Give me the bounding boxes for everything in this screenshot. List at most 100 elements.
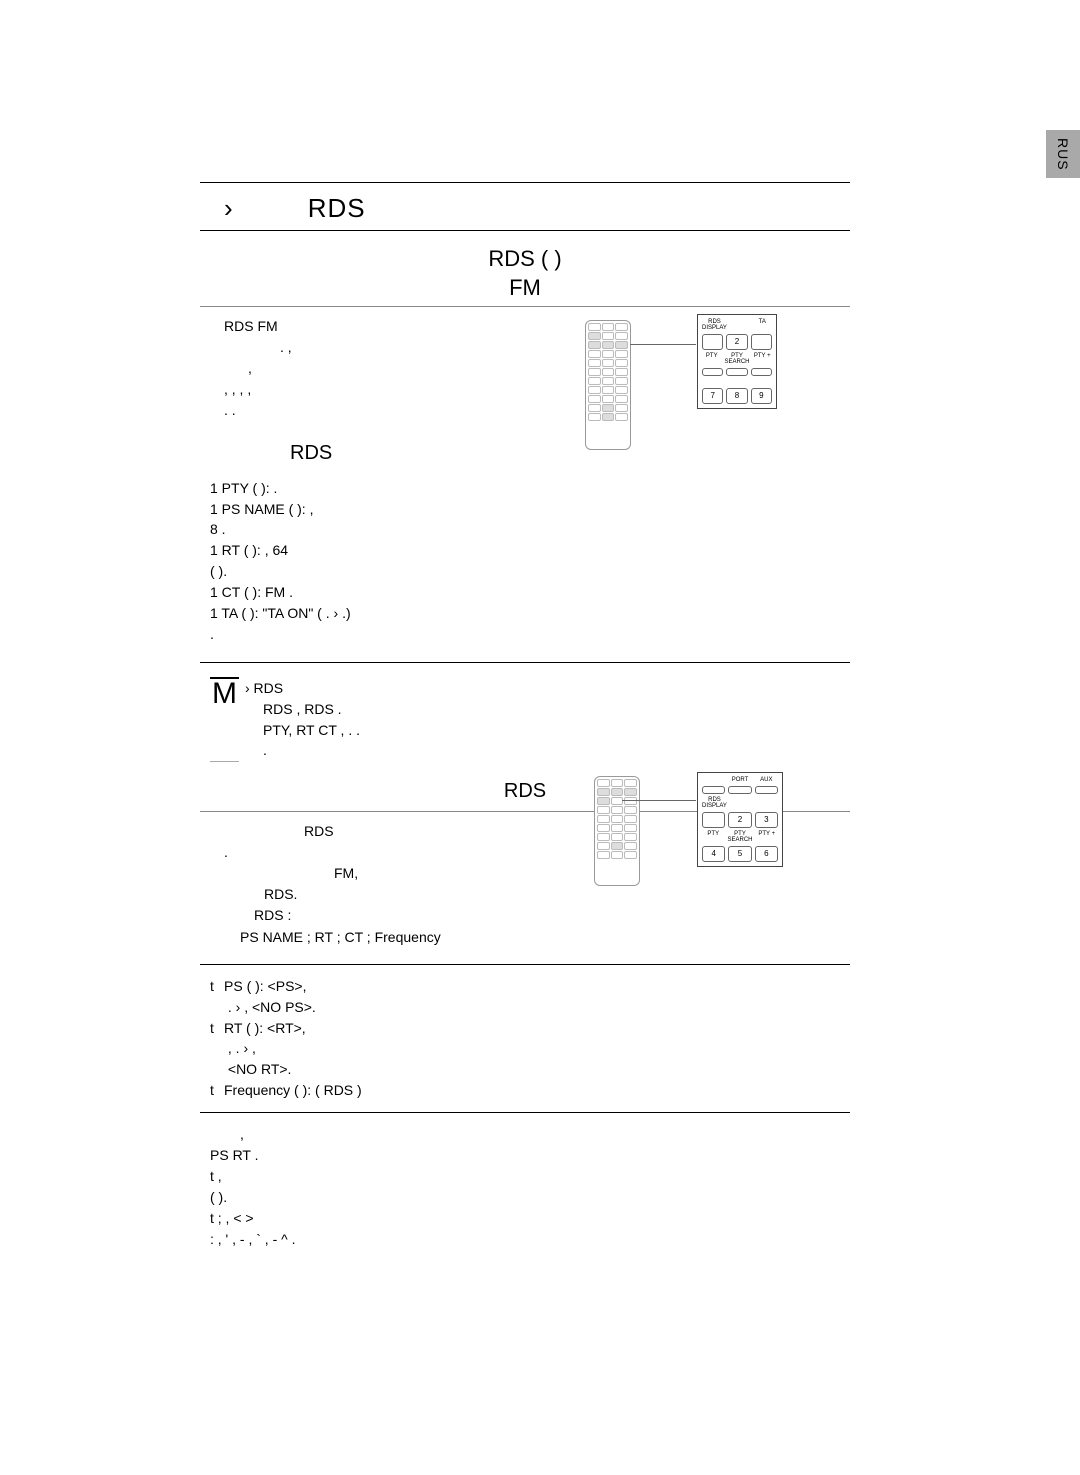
remote-btn [624,779,637,787]
co2-b1a [702,812,725,828]
s4-l3: t ; , < > [210,1209,840,1228]
co2-l1a: RDS DISPLAY [702,797,727,809]
remote-btn [602,359,615,367]
remote-btn [611,779,624,787]
remote-btn [624,824,637,832]
co1-l0b [730,319,750,331]
remote-btn [615,413,628,421]
note-l1: RDS , RDS . [245,700,840,719]
remote-illustration-1 [585,320,631,450]
rule-sec1 [200,306,850,307]
co2-b1c: 3 [755,812,778,828]
co1-l0a: RDS DISPLAY [702,319,727,331]
co2-labels-0: PORT AUX [702,777,778,783]
remote-btn [602,332,615,340]
callout-line-2 [622,800,696,801]
s3-p6: RDS : [224,906,840,925]
co1-labels-1: PTY PTY SEARCH PTY + [702,353,772,365]
remote-btn [602,350,615,358]
title-prefix: › [224,193,234,223]
section1-heading-line2: FM [200,274,850,303]
co2-b0b [728,786,751,794]
l2-0-b: t [210,977,224,996]
section2-list: 1 PTY ( ): . 1 PS NAME ( ): , [200,471,850,652]
co2-l0a [702,777,725,783]
remote-btn [611,824,624,832]
s2-i2: 8 . [210,520,840,539]
l2-3-t: , . › , [224,1040,256,1056]
l2-5-t: Frequency ( ): ( RDS ) [224,1082,362,1098]
language-tab: RUS [1046,130,1080,178]
l2-0: tPS ( ): <PS>, [210,977,840,996]
co1-b2b: 8 [726,388,747,404]
s4-l1: t , [210,1167,840,1186]
section1-heading: RDS ( ) FM [200,235,850,304]
remote-btn [597,815,610,823]
note-icon: M [210,677,239,763]
s4-l0: PS RT . [210,1146,840,1165]
remote-callout-2: PORT AUX RDS DISPLAY 2 3 PTY PTY SEARCH … [697,772,783,867]
remote-btn [615,341,628,349]
remote-btn [602,386,615,394]
co1-l0c: TA [752,319,772,331]
remote-btn [588,413,601,421]
remote-btn [615,359,628,367]
s2-i3: 1 RT ( ): , 64 [210,541,840,560]
remote-btn [597,797,610,805]
l2-4: <NO RT>. [210,1060,840,1079]
remote-callout-1: RDS DISPLAY TA 2 PTY PTY SEARCH PTY + 7 … [697,314,777,409]
remote-btn [611,851,624,859]
remote-btn [597,842,610,850]
rule-note-top [200,662,850,663]
co1-l1b: PTY SEARCH [725,353,750,365]
co1-b2a: 7 [702,388,723,404]
s2-i1: 1 PS NAME ( ): , [210,500,840,519]
co1-labels-0: RDS DISPLAY TA [702,319,772,331]
remote-btn [624,788,637,796]
l2-1-t: . › , <NO PS>. [224,999,316,1015]
co1-b0a [702,334,723,350]
remote-2-grid [595,777,639,861]
remote-btn [615,377,628,385]
remote-btn [611,833,624,841]
remote-btn [597,806,610,814]
remote-btn [611,806,624,814]
co2-l2a: PTY [702,831,725,843]
remote-btn [588,386,601,394]
remote-btn [597,824,610,832]
s2-i7: . [210,625,840,644]
remote-btn [624,806,637,814]
rule-list2-top [200,964,850,965]
remote-btn [615,332,628,340]
s4-lead: , [210,1125,840,1144]
remote-btn [624,842,637,850]
remote-btn [597,833,610,841]
callout-line-1 [630,344,696,345]
remote-btn [597,779,610,787]
co1-b0b: 2 [726,334,747,350]
co1-b0c [751,334,772,350]
remote-btn [624,833,637,841]
remote-btn [597,851,610,859]
s4-l2: ( ). [210,1188,840,1207]
s2-i0: 1 PTY ( ): . [210,479,840,498]
l2-2: tRT ( ): <RT>, [210,1019,840,1038]
remote-btn [602,323,615,331]
remote-btn [588,395,601,403]
remote-btn [588,368,601,376]
remote-btn [588,341,601,349]
remote-btn [588,377,601,385]
s2-i5: 1 CT ( ): FM . [210,583,840,602]
co1-l1a: PTY [702,353,722,365]
co2-b1b: 2 [728,812,751,828]
co1-l1c: PTY + [753,353,773,365]
l2-0-t: PS ( ): <PS>, [224,978,306,994]
remote-btn [588,404,601,412]
title-text: RDS [308,193,366,223]
co2-b2a: 4 [702,846,725,862]
co2-b0c [755,786,778,794]
l2-3: , . › , [210,1039,840,1058]
remote-btn [602,413,615,421]
co2-l2b: PTY SEARCH [728,831,753,843]
co2-btns-0 [702,786,778,794]
